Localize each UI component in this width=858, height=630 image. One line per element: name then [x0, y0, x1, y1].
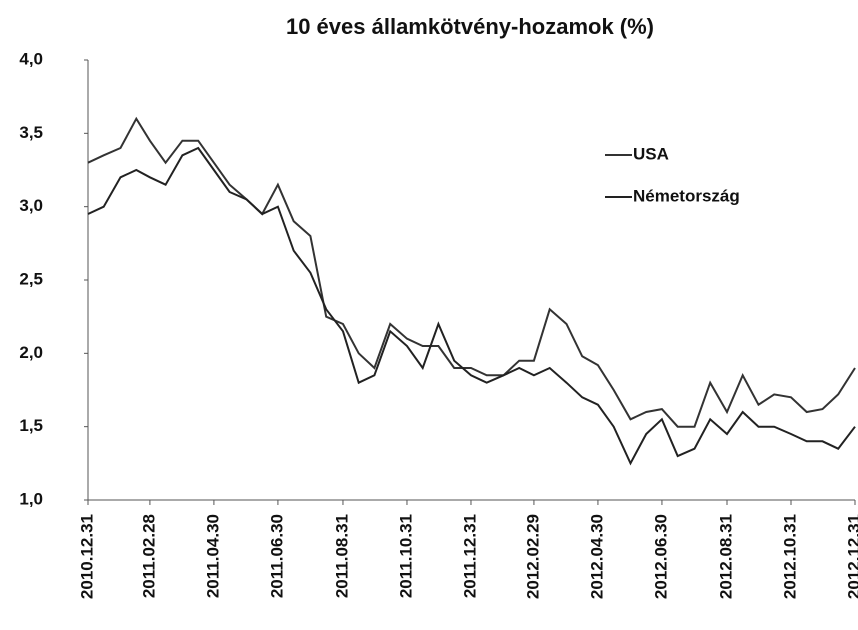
- y-tick-label: 4,0: [19, 49, 43, 68]
- x-tick-label: 2010.12.31: [77, 514, 96, 599]
- x-tick-label: 2011.02.28: [139, 514, 158, 598]
- legend-label: Németország: [633, 186, 740, 205]
- x-tick-label: 2011.10.31: [396, 514, 415, 598]
- x-tick-label: 2012.06.30: [651, 514, 670, 599]
- y-tick-label: 3,0: [19, 196, 43, 215]
- series-line: [87, 116, 856, 428]
- y-tick-label: 1,5: [19, 416, 43, 435]
- x-tick-label: 2012.04.30: [587, 514, 606, 599]
- x-tick-label: 2012.10.31: [780, 514, 799, 599]
- y-tick-label: 3,5: [19, 123, 43, 142]
- x-tick-label: 2011.12.31: [460, 514, 479, 598]
- series-line: [87, 146, 856, 466]
- x-tick-label: 2011.06.30: [267, 514, 286, 598]
- y-tick-label: 1,0: [19, 489, 43, 508]
- y-tick-label: 2,0: [19, 343, 43, 362]
- x-tick-label: 2012.08.31: [716, 514, 735, 599]
- legend-label: USA: [633, 144, 669, 163]
- chart-title: 10 éves államkötvény-hozamok (%): [286, 14, 654, 39]
- y-tick-label: 2,5: [19, 269, 43, 288]
- x-tick-label: 2012.02.29: [523, 514, 542, 599]
- x-tick-label: 2011.08.31: [332, 514, 351, 598]
- x-tick-label: 2012.12.31: [844, 514, 858, 599]
- x-tick-label: 2011.04.30: [203, 514, 222, 598]
